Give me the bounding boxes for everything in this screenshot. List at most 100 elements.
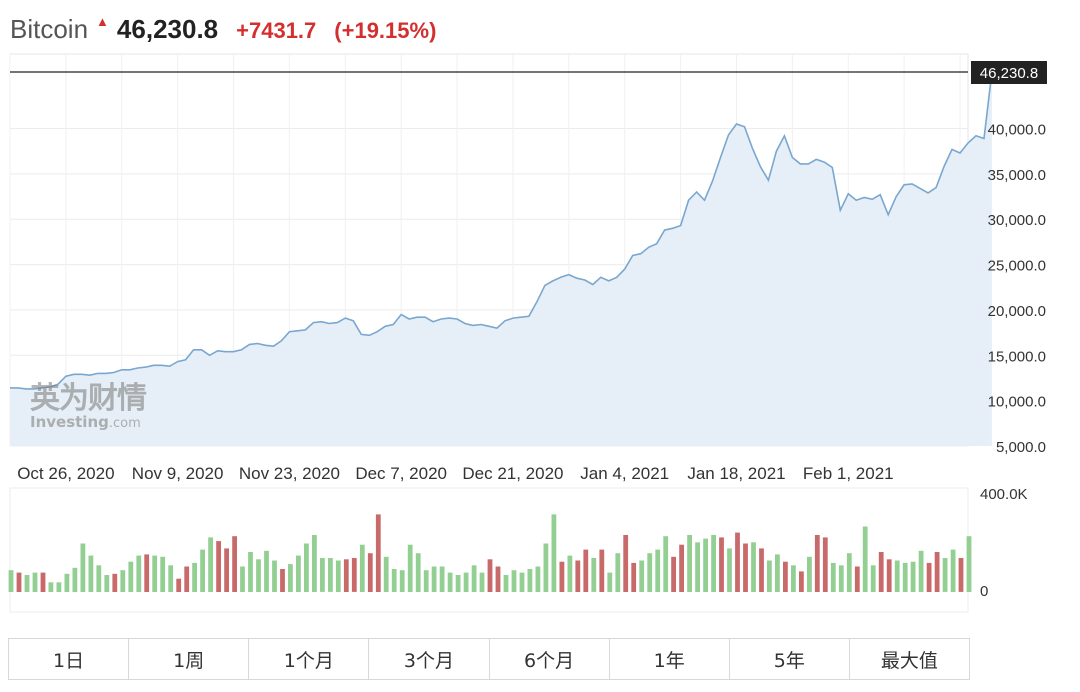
- volume-bar: [663, 536, 669, 592]
- volume-bar: [615, 553, 621, 592]
- volume-bar: [703, 538, 708, 592]
- volume-bar: [375, 514, 381, 592]
- volume-bar: [591, 558, 597, 592]
- x-tick-label: Nov 9, 2020: [132, 464, 224, 483]
- volume-bar: [783, 561, 788, 592]
- volume-bar: [743, 543, 748, 592]
- volume-bar: [391, 569, 397, 592]
- volume-bar: [862, 526, 868, 592]
- range-button-3m[interactable]: 3个月: [369, 639, 490, 679]
- volume-bar: [32, 572, 38, 592]
- range-button-max[interactable]: 最大值: [880, 649, 938, 672]
- volume-bar: [407, 544, 413, 592]
- volume-bar: [838, 565, 844, 592]
- volume-bar: [966, 536, 972, 592]
- volume-bar: [343, 559, 349, 592]
- volume-bar: [88, 555, 94, 592]
- volume-bar: [671, 556, 676, 592]
- range-button-6m[interactable]: 6个月: [490, 639, 610, 679]
- volume-bar: [40, 572, 46, 592]
- x-tick-label: Dec 21, 2020: [462, 464, 563, 483]
- range-button-1d[interactable]: 1日: [9, 639, 130, 679]
- volume-bar: [543, 543, 549, 592]
- volume-bar: [463, 572, 469, 592]
- y-tick-label: 5,000.0: [996, 439, 1046, 456]
- volume-bar: [304, 543, 309, 592]
- x-tick-label: Jan 18, 2021: [687, 464, 785, 483]
- range-button-1m[interactable]: 1个月: [249, 639, 370, 679]
- volume-bar: [599, 549, 605, 592]
- range-button-1y[interactable]: 1年: [610, 639, 730, 679]
- volume-bar: [814, 535, 820, 592]
- volume-bar: [711, 535, 716, 592]
- volume-bar: [775, 554, 780, 592]
- volume-bar: [264, 550, 269, 592]
- quote-header: Bitcoin ▲ 46,230.8 +7431.7 (+19.15%): [10, 14, 436, 50]
- last-price: 46,230.8: [116, 14, 219, 44]
- volume-bar: [950, 549, 956, 592]
- volume-bar: [647, 553, 653, 592]
- volume-bar: [886, 559, 892, 592]
- volume-bar: [144, 554, 150, 592]
- volume-bar: [655, 549, 661, 592]
- volume-bar: [80, 543, 86, 592]
- volume-bar: [328, 558, 333, 592]
- volume-bar: [248, 552, 253, 592]
- volume-bar: [487, 559, 493, 592]
- price-chart[interactable]: 40,000.0 35,000.0 30,000.0 25,000.0 20,000.0…: [0, 0, 1080, 630]
- volume-bar: [639, 560, 645, 592]
- volume-bar: [870, 565, 876, 592]
- volume-bar: [503, 575, 509, 592]
- volume-bar: [631, 562, 637, 592]
- volume-bar: [567, 555, 573, 592]
- volume-bar: [72, 567, 78, 593]
- y-tick-label: 10,000.0: [988, 394, 1046, 411]
- volume-bar: [822, 537, 828, 592]
- volume-bar: [695, 542, 700, 592]
- volume-bar: [224, 548, 229, 592]
- instrument-name: Bitcoin: [10, 14, 89, 44]
- volume-bar: [942, 558, 948, 592]
- volume-bar: [918, 550, 924, 592]
- x-tick-label: Nov 23, 2020: [239, 464, 340, 483]
- y-tick-label: 40,000.0: [988, 122, 1046, 139]
- volume-bar: [902, 562, 908, 592]
- x-tick-label: Dec 7, 2020: [355, 464, 447, 483]
- volume-bar: [399, 570, 405, 592]
- volume-bar: [48, 582, 54, 592]
- volume-bar: [759, 548, 764, 592]
- volume-bar: [176, 578, 182, 592]
- x-tick-label: Jan 4, 2021: [580, 464, 669, 483]
- volume-bar: [288, 564, 293, 592]
- volume-bar: [767, 560, 772, 592]
- volume-bar: [679, 544, 684, 592]
- volume-bar: [335, 560, 341, 592]
- volume-bar: [184, 566, 190, 592]
- volume-bar: [351, 558, 357, 592]
- volume-bar: [799, 571, 804, 592]
- volume-bar: [455, 575, 461, 592]
- volume-bar: [56, 582, 62, 592]
- volume-bar: [367, 553, 373, 592]
- volume-bar: [854, 566, 860, 592]
- volume-bar: [527, 569, 533, 592]
- volume-bar: [471, 565, 477, 592]
- volume-bar: [24, 575, 30, 592]
- volume-bar: [192, 562, 197, 592]
- x-tick-label: Oct 26, 2020: [17, 464, 114, 483]
- volume-bar: [607, 572, 613, 592]
- range-button-5y[interactable]: 5年: [730, 639, 850, 679]
- volume-bar: [791, 565, 796, 592]
- volume-bar: [96, 565, 102, 592]
- volume-bar: [216, 541, 221, 592]
- volume-bar: [64, 573, 70, 592]
- volume-bar: [519, 572, 525, 592]
- volume-bar: [431, 566, 437, 592]
- volume-bar: [16, 572, 22, 592]
- last-price-label: 46,230.8: [980, 65, 1038, 82]
- range-button-1w[interactable]: 1周: [129, 639, 250, 679]
- volume-bar: [447, 572, 453, 592]
- volume-bar: [152, 555, 158, 592]
- volume-bar: [719, 537, 724, 592]
- volume-bar: [807, 556, 812, 592]
